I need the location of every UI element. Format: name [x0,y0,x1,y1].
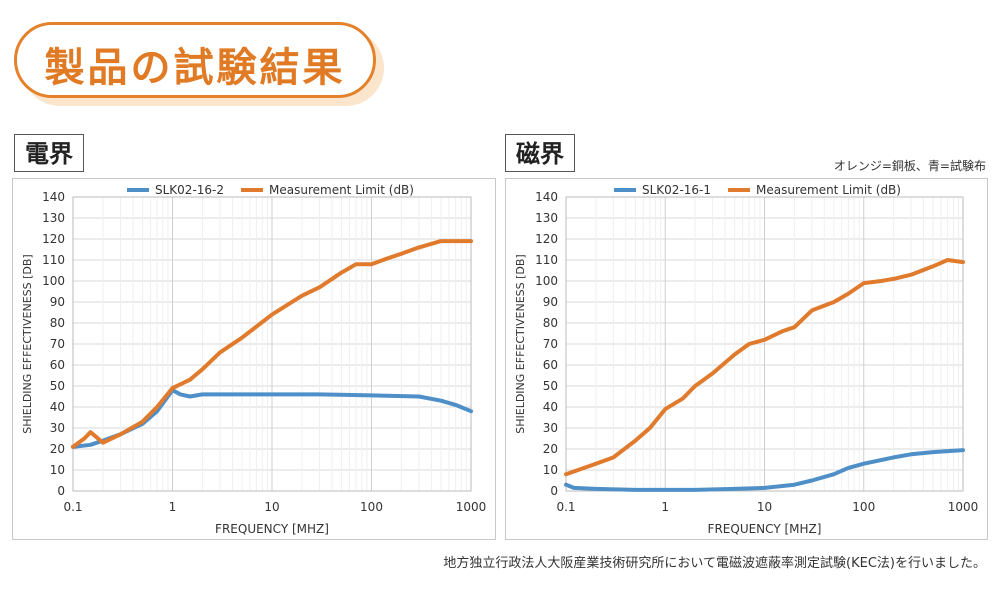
y-tick-label: 50 [50,379,65,393]
y-tick-label: 20 [543,442,558,456]
electric-field-label: 電界 [14,134,84,172]
y-tick-label: 80 [543,316,558,330]
x-tick-label: 10 [757,500,772,514]
y-tick-label: 0 [550,484,558,498]
y-tick-label: 90 [50,295,65,309]
legend-label-1: Measurement Limit (dB) [269,183,414,197]
y-tick-label: 80 [50,316,65,330]
x-axis-label: FREQUENCY [MHZ] [708,522,822,536]
y-tick-label: 30 [543,421,558,435]
y-tick-label: 130 [42,211,65,225]
plot-area [565,196,964,492]
x-tick-label: 100 [852,500,875,514]
y-axis-label: SHIELDING EFFECTIVENESS [DB] [514,254,527,433]
y-tick-label: 120 [42,232,65,246]
series-line-1 [71,239,473,449]
y-tick-label: 0 [57,484,65,498]
x-tick-label: 10 [264,500,279,514]
legend-label-0: SLK02-16-1 [642,183,711,197]
plot-area [72,196,472,492]
y-tick-label: 60 [50,358,65,372]
y-tick-label: 40 [50,400,65,414]
y-tick-label: 60 [543,358,558,372]
y-tick-label: 40 [543,400,558,414]
y-tick-label: 110 [535,253,558,267]
page-title: 製品の試験結果 [44,45,346,91]
y-tick-label: 20 [50,442,65,456]
magnetic-chart-panel: 0 10 20 30 40 50 60 70 80 90 100 110 120 130 140 0.1 1 10… [505,178,988,540]
y-tick-label: 70 [543,337,558,351]
footnote: 地方独立行政法人大阪産業技術研究所において電磁波遮蔽率測定試験(KEC法)を行い… [443,556,986,571]
x-tick-label: 1 [661,500,669,514]
y-tick-label: 70 [50,337,65,351]
y-tick-label: 140 [535,190,558,204]
x-tick-label: 1000 [456,500,487,514]
x-tick-label: 1 [169,500,177,514]
x-tick-label: 0.1 [556,500,575,514]
title-banner: 製品の試験結果 [14,22,376,98]
series-line-0 [564,448,965,492]
y-tick-label: 90 [543,295,558,309]
y-tick-label: 10 [50,463,65,477]
y-axis-label: SHIELDING EFFECTIVENESS [DB] [21,254,34,433]
y-tick-label: 140 [42,190,65,204]
electric-chart-panel: 0 10 20 30 40 50 60 70 80 90 100 110 120 130 140 0.1 1 10… [12,178,496,540]
x-axis-label: FREQUENCY [MHZ] [215,522,329,536]
x-tick-label: 0.1 [63,500,82,514]
y-tick-label: 110 [42,253,65,267]
y-tick-label: 100 [42,274,65,288]
magnetic-field-label: 磁界 [505,134,575,172]
y-tick-label: 10 [543,463,558,477]
y-tick-label: 30 [50,421,65,435]
legend-label-1: Measurement Limit (dB) [756,183,901,197]
y-tick-label: 50 [543,379,558,393]
color-legend-note: オレンジ=銅板、青=試験布 [833,159,986,173]
legend-label-0: SLK02-16-2 [155,183,224,197]
series-line-1 [564,258,965,477]
y-tick-label: 120 [535,232,558,246]
x-tick-label: 1000 [948,500,979,514]
y-tick-label: 130 [535,211,558,225]
y-tick-label: 100 [535,274,558,288]
x-tick-label: 100 [360,500,383,514]
